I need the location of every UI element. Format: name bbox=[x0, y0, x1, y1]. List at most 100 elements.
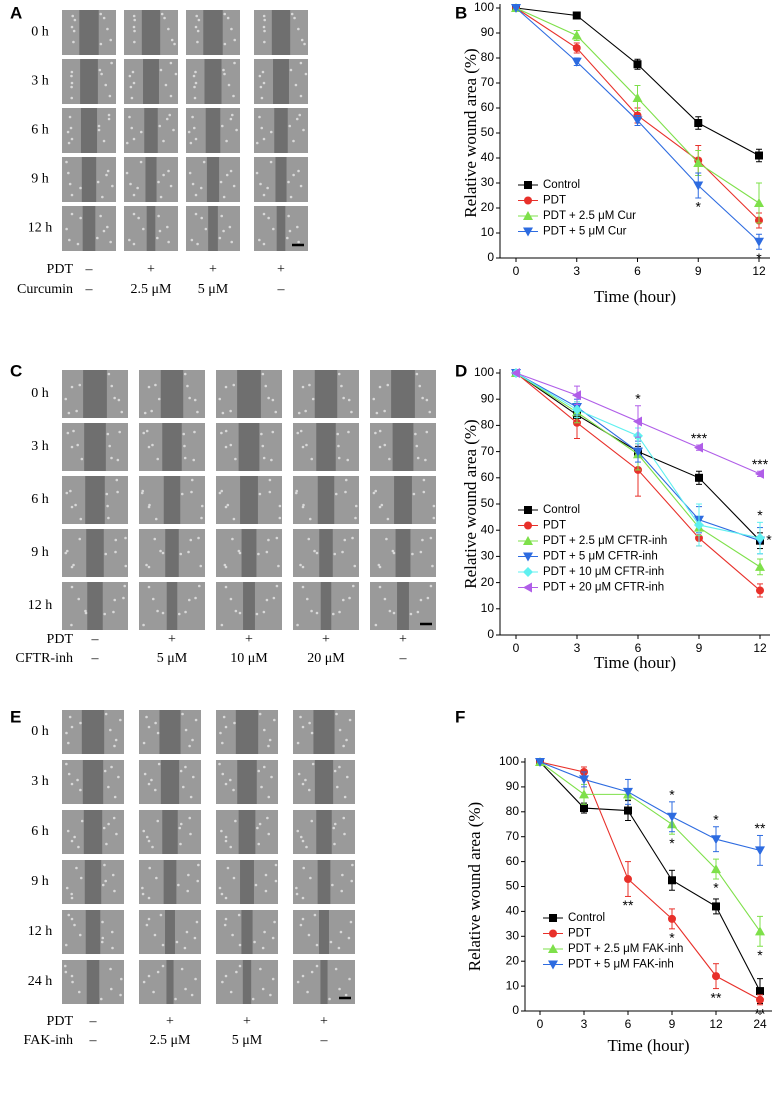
cell-speck bbox=[70, 896, 74, 900]
cell-speck bbox=[221, 772, 225, 776]
cell-speck bbox=[271, 430, 275, 434]
cell-speck bbox=[161, 964, 165, 968]
cell-speck bbox=[299, 429, 303, 433]
x-tick-label: 12 bbox=[752, 264, 766, 278]
cell-speck bbox=[79, 721, 82, 725]
cell-speck bbox=[102, 139, 106, 143]
cell-speck bbox=[301, 974, 305, 978]
cell-speck bbox=[351, 536, 354, 540]
cell-speck bbox=[301, 839, 305, 843]
cell-speck bbox=[298, 113, 302, 117]
cell-speck bbox=[115, 478, 119, 482]
y-axis-title: Relative wound area (%) bbox=[465, 802, 484, 971]
cell-speck bbox=[168, 113, 172, 117]
wound-gap bbox=[163, 860, 177, 904]
cell-speck bbox=[196, 40, 199, 44]
cell-speck bbox=[392, 611, 396, 615]
cell-speck bbox=[271, 398, 275, 402]
cell-speck bbox=[102, 16, 106, 20]
cell-speck bbox=[132, 14, 136, 18]
cell-speck bbox=[224, 725, 228, 729]
cell-speck bbox=[344, 490, 347, 494]
cell-speck bbox=[67, 171, 70, 175]
cell-speck bbox=[223, 12, 227, 16]
wound-gap bbox=[238, 810, 256, 854]
y-tick-label: 0 bbox=[512, 1003, 519, 1017]
cell-speck bbox=[306, 990, 309, 994]
cell-speck bbox=[409, 612, 413, 616]
cell-speck bbox=[169, 94, 173, 98]
marker bbox=[668, 876, 676, 885]
cell-speck bbox=[65, 160, 68, 164]
cell-speck bbox=[196, 29, 200, 33]
cell-speck bbox=[111, 184, 114, 188]
cell-speck bbox=[296, 829, 300, 833]
cell-speck bbox=[309, 876, 312, 880]
significance: * bbox=[669, 835, 675, 851]
significance: *** bbox=[691, 430, 708, 446]
cell-speck bbox=[157, 214, 160, 218]
cell-speck bbox=[151, 597, 155, 601]
cell-speck bbox=[77, 845, 80, 849]
cell-speck bbox=[65, 491, 69, 495]
cell-speck bbox=[142, 741, 146, 745]
wound-gap bbox=[81, 710, 105, 754]
cell-speck bbox=[220, 829, 223, 833]
cell-speck bbox=[224, 445, 228, 449]
cell-speck bbox=[224, 835, 228, 839]
cell-speck bbox=[197, 584, 201, 588]
x-tick-label: 0 bbox=[513, 264, 520, 278]
y-tick-label: 10 bbox=[481, 601, 495, 615]
cell-speck bbox=[115, 832, 118, 836]
cell-speck bbox=[222, 195, 226, 199]
y-tick-label: 20 bbox=[481, 200, 495, 214]
marker bbox=[694, 519, 704, 530]
cell-speck bbox=[142, 227, 145, 231]
cell-speck bbox=[238, 551, 242, 555]
cell-speck bbox=[224, 839, 228, 843]
cell-speck bbox=[258, 115, 261, 119]
cell-speck bbox=[193, 936, 197, 940]
legend-label: Control bbox=[543, 179, 580, 191]
cell-speck bbox=[67, 772, 71, 776]
wound-gap bbox=[83, 810, 103, 854]
cell-speck bbox=[124, 536, 127, 540]
cell-speck bbox=[372, 491, 376, 495]
cell-speck bbox=[296, 980, 300, 984]
cell-speck bbox=[287, 180, 290, 184]
x-tick-label: 12 bbox=[709, 1017, 723, 1031]
cell-speck bbox=[262, 610, 266, 614]
cell-speck bbox=[292, 139, 295, 143]
cell-speck bbox=[226, 866, 230, 870]
cell-speck bbox=[114, 738, 118, 742]
cell-speck bbox=[78, 537, 82, 541]
marker bbox=[572, 44, 581, 52]
cell-speck bbox=[220, 124, 224, 128]
x-tick-label: 9 bbox=[695, 264, 702, 278]
condition-label: Curcumin bbox=[17, 282, 73, 297]
cell-speck bbox=[229, 443, 233, 447]
cell-speck bbox=[107, 372, 111, 376]
wound-gap bbox=[319, 529, 333, 577]
cell-speck bbox=[70, 81, 74, 85]
cell-speck bbox=[72, 29, 76, 33]
cell-speck bbox=[112, 816, 116, 820]
cell-speck bbox=[76, 778, 79, 782]
cell-speck bbox=[145, 563, 148, 567]
cell-speck bbox=[192, 126, 196, 130]
cell-speck bbox=[342, 816, 346, 820]
cell-speck bbox=[202, 160, 206, 164]
cell-speck bbox=[142, 980, 146, 984]
marker bbox=[711, 864, 721, 874]
cell-speck bbox=[302, 503, 305, 507]
cell-speck bbox=[222, 715, 226, 719]
cell-speck bbox=[156, 457, 160, 461]
cell-speck bbox=[293, 16, 296, 20]
cell-speck bbox=[184, 765, 187, 769]
cell-speck bbox=[431, 564, 434, 568]
cell-speck bbox=[222, 68, 225, 72]
legend-label: Control bbox=[543, 504, 580, 516]
cell-speck bbox=[141, 886, 144, 890]
cell-speck bbox=[99, 997, 103, 1001]
